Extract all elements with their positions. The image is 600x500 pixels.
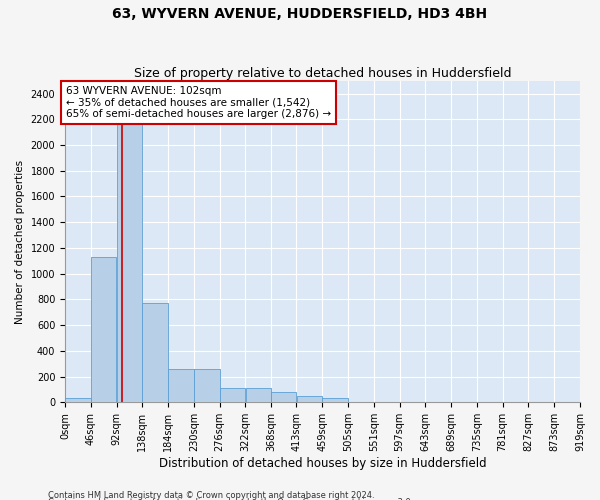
Text: 63 WYVERN AVENUE: 102sqm
← 35% of detached houses are smaller (1,542)
65% of sem: 63 WYVERN AVENUE: 102sqm ← 35% of detach… [66,86,331,119]
Y-axis label: Number of detached properties: Number of detached properties [15,160,25,324]
Bar [220,388,245,402]
Bar [142,304,168,402]
Bar [65,398,91,402]
Text: Contains HM Land Registry data © Crown copyright and database right 2024.: Contains HM Land Registry data © Crown c… [48,490,374,500]
Bar [322,398,348,402]
Text: Contains public sector information licensed under the Open Government Licence v3: Contains public sector information licen… [48,498,413,500]
Title: Size of property relative to detached houses in Huddersfield: Size of property relative to detached ho… [134,66,511,80]
Bar [271,392,296,402]
Bar [296,396,322,402]
Text: 63, WYVERN AVENUE, HUDDERSFIELD, HD3 4BH: 63, WYVERN AVENUE, HUDDERSFIELD, HD3 4BH [112,8,488,22]
Bar [117,120,142,403]
Bar [168,369,194,402]
Bar [245,388,271,402]
X-axis label: Distribution of detached houses by size in Huddersfield: Distribution of detached houses by size … [159,457,487,470]
Bar [194,369,220,402]
Bar [91,257,116,402]
